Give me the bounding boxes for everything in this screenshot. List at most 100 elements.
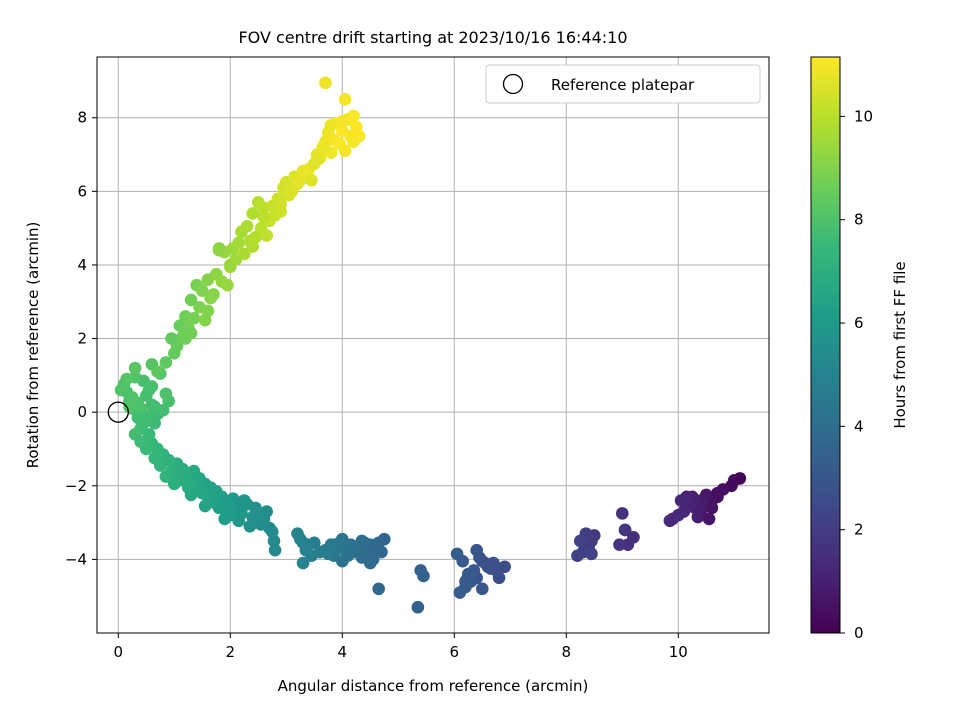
colorbar-tick-label: 8 (854, 211, 864, 229)
y-tick-label: 8 (77, 109, 87, 127)
data-point (159, 356, 173, 369)
grid-lines (97, 57, 769, 633)
legend-label: Reference platepar (551, 76, 695, 94)
data-point (680, 490, 693, 504)
data-point (305, 173, 318, 187)
plot-frame (96, 56, 770, 634)
data-point (159, 470, 173, 483)
data-point (618, 523, 632, 537)
data-point (691, 510, 705, 524)
data-point (363, 556, 377, 570)
data-point (335, 554, 349, 568)
data-point (120, 372, 133, 386)
data-point (327, 538, 341, 551)
y-tick-label: 4 (77, 256, 87, 274)
data-point (324, 118, 338, 132)
data-point (207, 288, 220, 301)
data-point (411, 600, 425, 614)
y-tick-label: 0 (77, 403, 87, 421)
data-point (573, 534, 587, 548)
data-point (296, 536, 310, 550)
data-point (613, 538, 626, 551)
data-point (148, 451, 161, 465)
data-point (459, 575, 472, 588)
legend-marker-icon (502, 73, 524, 95)
data-point (338, 93, 352, 106)
x-tick-label: 10 (669, 643, 688, 661)
data-point (310, 153, 324, 167)
data-point (291, 527, 304, 540)
axis-ticks: 0 2 4 6 8 10 −4 −2 0 2 4 6 8 (65, 109, 688, 661)
data-point (274, 205, 287, 218)
colorbar-tick-label: 6 (854, 314, 864, 332)
y-tick-label: −4 (65, 550, 87, 568)
x-tick-label: 0 (114, 643, 124, 661)
data-point (338, 144, 352, 158)
data-point (705, 501, 719, 515)
colorbar-tick-label: 0 (854, 624, 864, 642)
data-point (114, 383, 128, 397)
data-point (355, 534, 369, 548)
reference-platepar-marker (107, 401, 129, 423)
data-point (137, 413, 150, 426)
x-axis-label: Angular distance from reference (arcmin) (278, 677, 589, 695)
data-point (212, 243, 226, 257)
colorbar-label: Hours from first FF file (891, 261, 909, 428)
data-point (571, 549, 584, 563)
data-point (159, 387, 173, 401)
colorbar: 0 2 4 6 8 10 Hours from first FF file (810, 56, 909, 642)
data-point (316, 142, 329, 156)
data-point (470, 543, 483, 557)
data-point (615, 507, 629, 520)
data-point (170, 339, 184, 353)
data-point (372, 582, 385, 596)
x-tick-label: 4 (338, 643, 348, 661)
data-point (221, 278, 234, 292)
data-point (246, 240, 259, 253)
data-point (221, 505, 234, 518)
data-point (484, 562, 497, 575)
data-point (296, 556, 310, 570)
data-point (702, 512, 716, 526)
colorbar-tick-label: 10 (854, 107, 873, 125)
data-point (223, 260, 237, 274)
data-point (663, 514, 677, 528)
data-point (246, 207, 259, 220)
data-point (257, 210, 271, 224)
data-point (240, 220, 254, 233)
x-tick-label: 2 (226, 643, 236, 661)
data-point (195, 284, 209, 298)
x-tick-label: 8 (562, 643, 572, 661)
data-point (453, 586, 467, 599)
data-point (184, 488, 198, 502)
data-point (237, 247, 251, 261)
data-point (179, 332, 192, 345)
data-point (232, 236, 245, 250)
x-tick-label: 6 (450, 643, 460, 661)
data-point (128, 361, 142, 375)
data-point (151, 365, 164, 378)
data-point (198, 499, 212, 513)
y-tick-label: 2 (77, 330, 87, 348)
data-point (414, 564, 427, 577)
data-point (450, 547, 464, 561)
data-point (347, 135, 360, 148)
data-point (347, 109, 360, 123)
legend: Reference platepar (485, 64, 761, 104)
data-point (187, 312, 201, 325)
y-tick-label: −2 (65, 477, 87, 495)
colorbar-tick-label: 4 (854, 417, 864, 435)
data-point (585, 547, 598, 561)
y-tick-label: 6 (77, 182, 87, 200)
data-point (148, 416, 161, 430)
data-point (134, 435, 147, 448)
data-point (268, 543, 282, 557)
data-points (114, 76, 747, 614)
data-point (201, 304, 215, 318)
data-point (249, 516, 262, 529)
data-point (235, 496, 248, 509)
colorbar-ticks: 0 2 4 6 8 10 (840, 107, 873, 642)
data-point (319, 76, 332, 90)
colorbar-gradient (810, 56, 841, 634)
